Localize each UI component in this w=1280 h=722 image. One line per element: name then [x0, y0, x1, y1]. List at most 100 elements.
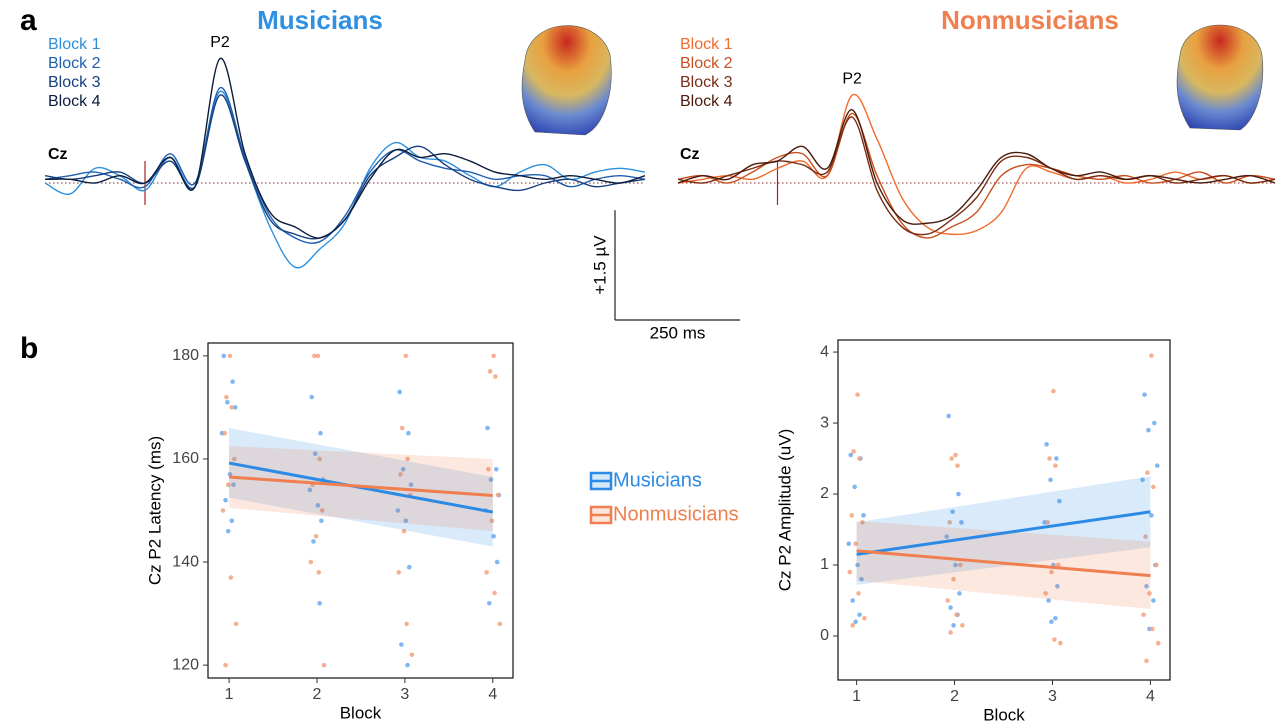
chart-title: Nonmusicians [941, 5, 1119, 35]
x-tick-label: 1 [225, 686, 234, 703]
data-point [1141, 612, 1146, 617]
data-point [1151, 598, 1156, 603]
data-point [1058, 641, 1063, 646]
data-point [951, 623, 956, 628]
data-point [496, 493, 501, 498]
data-point [221, 508, 226, 513]
data-point [957, 591, 962, 596]
data-point [317, 601, 322, 606]
data-point [229, 519, 234, 524]
data-point [397, 390, 402, 395]
legend-label: Block 2 [48, 55, 101, 72]
data-point [225, 400, 230, 405]
y-axis-label: Cz P2 Amplitude (uV) [775, 429, 794, 592]
data-point [396, 570, 401, 575]
data-point [234, 622, 239, 627]
data-point [1051, 389, 1056, 394]
data-point [948, 630, 953, 635]
data-point [1144, 659, 1149, 664]
data-point [850, 623, 855, 628]
data-point [224, 395, 229, 400]
data-point [948, 605, 953, 610]
y-tick-label: 140 [172, 553, 199, 570]
scale-bar-label: +1.5 µV [590, 235, 609, 295]
data-point [1154, 563, 1159, 568]
data-point [223, 498, 228, 503]
data-point [400, 426, 405, 431]
data-point [1049, 619, 1054, 624]
data-point [309, 395, 314, 400]
data-point [405, 663, 410, 668]
data-point [491, 354, 496, 359]
data-point [1053, 616, 1058, 621]
page: a b MusiciansCzBlock 1Block 2Block 3Bloc… [0, 0, 1280, 722]
data-point [1152, 421, 1157, 426]
legend-label: Block 4 [680, 93, 733, 110]
data-point [485, 426, 490, 431]
y-tick-label: 1 [820, 556, 829, 573]
data-point [309, 560, 314, 565]
data-point [1052, 637, 1057, 642]
y-tick-label: 4 [820, 343, 829, 360]
data-point [488, 369, 493, 374]
x-tick-label: 2 [950, 688, 959, 705]
head-topography [522, 25, 1263, 135]
data-point [856, 591, 861, 596]
figure: a b MusiciansCzBlock 1Block 2Block 3Bloc… [0, 0, 1280, 722]
data-point [846, 541, 851, 546]
data-point [229, 405, 234, 410]
data-point [1155, 463, 1160, 468]
data-point [498, 622, 503, 627]
data-point [228, 354, 233, 359]
data-point [945, 598, 950, 603]
data-point [851, 449, 856, 454]
x-axis-label: Block [983, 705, 1025, 722]
data-point [954, 612, 959, 617]
data-point [1054, 456, 1059, 461]
data-point [1156, 641, 1161, 646]
data-point [407, 565, 412, 570]
peak-label: P2 [210, 34, 230, 51]
legend-label: Block 3 [48, 74, 101, 91]
data-point [492, 591, 497, 596]
data-point [226, 529, 231, 534]
data-point [1151, 485, 1156, 490]
data-point [1149, 353, 1154, 358]
data-point [955, 463, 960, 468]
y-axis-label: Cz P2 Latency (ms) [145, 436, 164, 585]
x-axis-label: Block [340, 703, 382, 722]
data-point [862, 616, 867, 621]
legend-label: Block 1 [48, 36, 101, 53]
data-point [1048, 478, 1053, 483]
x-tick-label: 4 [1146, 688, 1155, 705]
y-tick-label: 2 [820, 485, 829, 502]
y-tick-label: 180 [172, 347, 199, 364]
data-point [847, 570, 852, 575]
scale-bar-label: 250 ms [650, 323, 706, 342]
channel-label: Cz [680, 146, 700, 163]
data-point [311, 539, 316, 544]
x-tick-label: 3 [400, 686, 409, 703]
data-point [1053, 463, 1058, 468]
data-point [1142, 392, 1147, 397]
y-tick-label: 160 [172, 450, 199, 467]
data-point [319, 519, 324, 524]
data-point [1044, 442, 1049, 447]
legend-label: Musicians [613, 469, 702, 491]
peak-label: P2 [842, 70, 862, 87]
legend-label: Block 1 [680, 36, 733, 53]
data-point [855, 392, 860, 397]
chart-title: Musicians [257, 5, 383, 35]
data-point [410, 653, 415, 658]
legend-label: Block 2 [680, 55, 733, 72]
data-point [403, 354, 408, 359]
data-point [850, 598, 855, 603]
data-point [1146, 428, 1151, 433]
data-point [1047, 456, 1052, 461]
data-point [494, 467, 499, 472]
x-tick-label: 1 [852, 688, 861, 705]
data-point [953, 453, 958, 458]
data-point [322, 663, 327, 668]
x-tick-label: 4 [488, 686, 497, 703]
data-point [318, 431, 323, 436]
